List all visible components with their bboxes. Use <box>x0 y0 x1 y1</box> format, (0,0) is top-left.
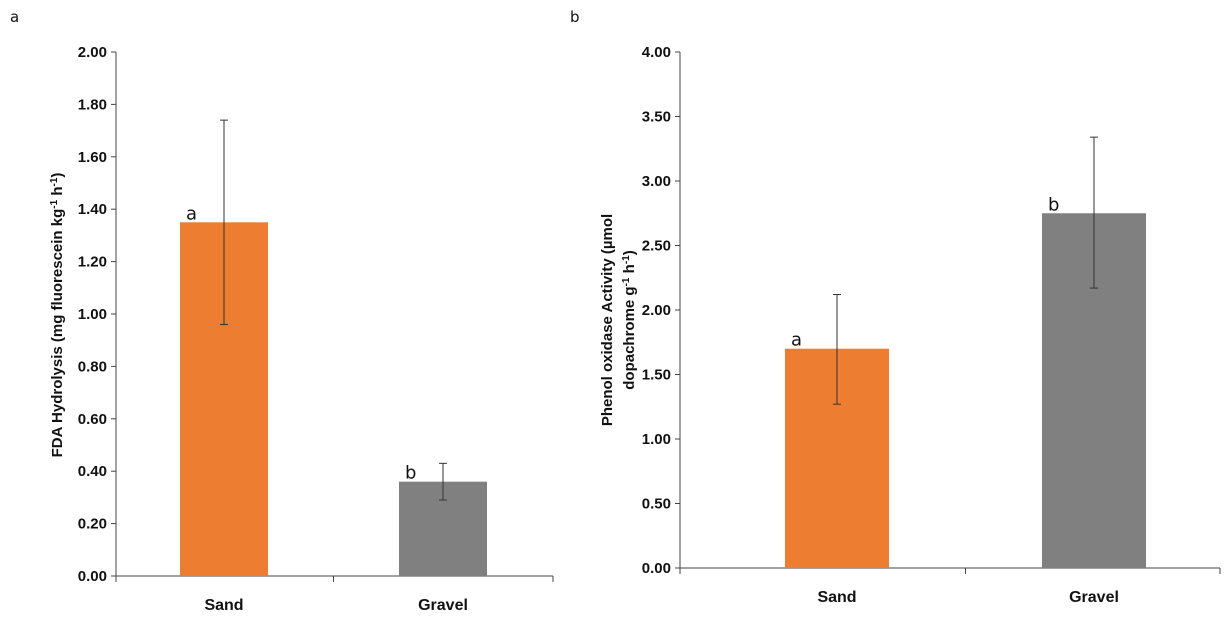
y-tick-label: 3.50 <box>642 109 671 126</box>
y-tick-label: 2.50 <box>642 238 671 255</box>
significance-label-sand: a <box>791 330 802 351</box>
y-tick-label: 2.00 <box>642 302 671 319</box>
x-category-label-gravel: Gravel <box>1069 589 1119 606</box>
y-tick-label: 0.20 <box>78 516 107 533</box>
y-axis-title-b-line2: dopachrome g-1 h-1) <box>621 250 639 390</box>
y-tick-label: 0.00 <box>78 568 107 585</box>
x-category-label-gravel: Gravel <box>418 597 468 614</box>
y-tick-label: 2.00 <box>78 44 107 61</box>
y-tick-label: 1.00 <box>642 431 671 448</box>
y-tick-label: 0.00 <box>642 560 671 577</box>
y-tick-label: 3.00 <box>642 173 671 190</box>
x-category-label-sand: Sand <box>817 589 856 606</box>
chart-panel-b: 0.00 0.50 1.00 1.50 2.00 2.50 3.00 3.50 4.00 a San… <box>642 44 1221 606</box>
y-tick-label: 1.20 <box>78 254 107 271</box>
y-tick-label: 1.50 <box>642 367 671 384</box>
panel-a-label: a <box>10 8 19 26</box>
y-tick-label: 0.80 <box>78 358 107 375</box>
significance-label-sand: a <box>186 203 197 224</box>
y-tick-label: 1.40 <box>78 201 107 218</box>
y-tick-label: 0.40 <box>78 463 107 480</box>
chart-panel-a: 0.00 0.20 0.40 0.60 0.80 1.00 1.20 1.40 1.60 1.80… <box>78 44 554 614</box>
panel-b-label: b <box>570 8 580 26</box>
y-tick-label: 1.80 <box>78 96 107 113</box>
y-tick-label: 1.00 <box>78 306 107 323</box>
y-axis-title-a: FDA Hydrolysis (mg fluorescein kg-1 h-1) <box>49 173 67 458</box>
x-category-label-sand: Sand <box>204 597 243 614</box>
significance-label-gravel: b <box>405 463 416 484</box>
y-tick-label: 4.00 <box>642 44 671 61</box>
y-axis-title-b-line1: Phenol oxidase Activity (µmol <box>599 214 616 426</box>
y-tick-label: 0.50 <box>642 496 671 513</box>
significance-label-gravel: b <box>1048 194 1059 215</box>
y-tick-label: 0.60 <box>78 411 107 428</box>
y-tick-label: 1.60 <box>78 149 107 166</box>
